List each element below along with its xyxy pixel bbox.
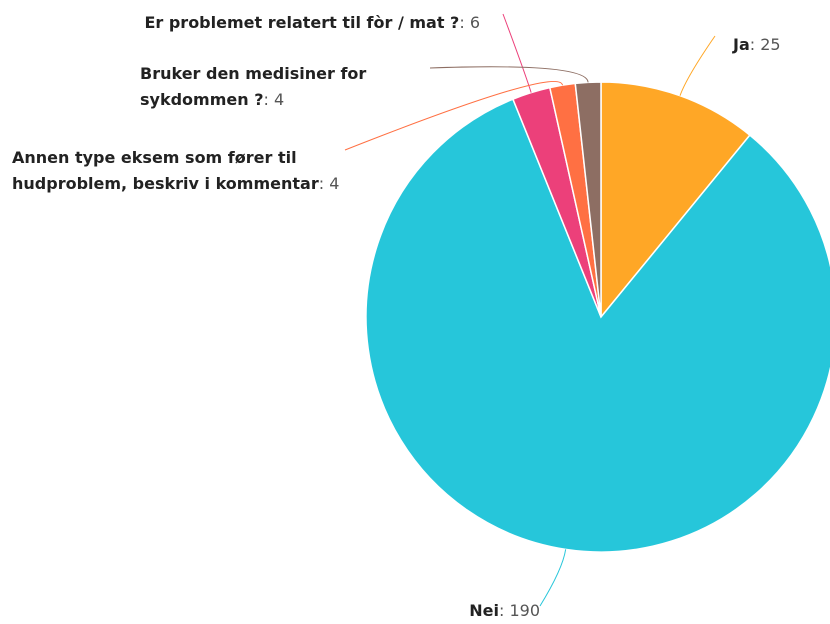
label-separator: :	[498, 601, 510, 620]
slice-label: Ja: 25	[733, 32, 781, 58]
label-value: 25	[760, 35, 781, 54]
label-value: 4	[273, 90, 285, 109]
slice-label: Annen type eksem som fører til hudproble…	[12, 145, 357, 197]
label-name: Nei	[469, 601, 499, 620]
label-separator: :	[459, 13, 470, 32]
label-value: 190	[509, 601, 540, 620]
label-separator: :	[749, 35, 761, 54]
slice-label: Bruker den medisiner for sykdommen ?: 4	[140, 61, 430, 113]
leader-line	[539, 549, 567, 607]
slice-label: Er problemet relatert til fòr / mat ?: 6	[144, 10, 480, 36]
slice-label: Nei: 190	[469, 598, 540, 624]
label-name: Er problemet relatert til fòr / mat ?	[144, 13, 460, 32]
leader-line	[429, 66, 589, 83]
pie-slice	[365, 98, 830, 553]
label-name: Annen type eksem som fører til hudproble…	[12, 148, 319, 193]
label-value: 6	[469, 13, 480, 32]
label-separator: :	[318, 174, 330, 193]
label-name: Ja	[733, 35, 750, 54]
leader-line	[502, 13, 532, 93]
label-value: 4	[329, 174, 340, 193]
label-separator: :	[263, 90, 274, 109]
leader-line	[344, 80, 563, 151]
label-name: Bruker den medisiner for sykdommen ?	[140, 64, 367, 109]
leader-line	[679, 35, 716, 96]
pie-slice	[600, 81, 751, 320]
